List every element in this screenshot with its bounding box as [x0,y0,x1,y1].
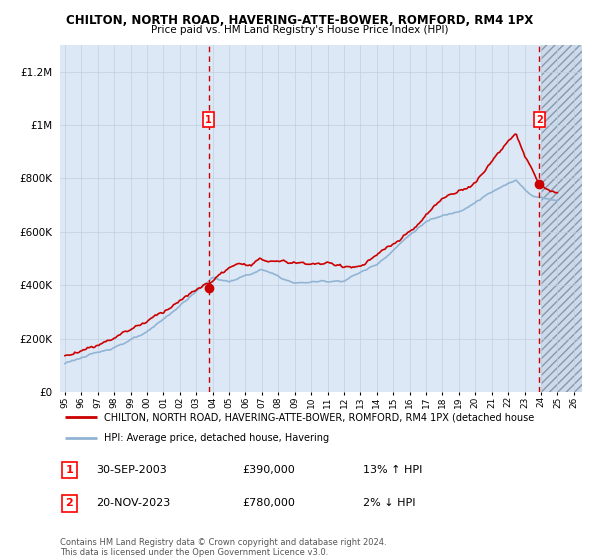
Text: 30-SEP-2003: 30-SEP-2003 [97,465,167,475]
Text: CHILTON, NORTH ROAD, HAVERING-ATTE-BOWER, ROMFORD, RM4 1PX (detached house: CHILTON, NORTH ROAD, HAVERING-ATTE-BOWER… [104,412,535,422]
Bar [541,45,590,392]
Text: 2: 2 [65,498,73,508]
Text: £780,000: £780,000 [242,498,296,508]
Text: CHILTON, NORTH ROAD, HAVERING-ATTE-BOWER, ROMFORD, RM4 1PX: CHILTON, NORTH ROAD, HAVERING-ATTE-BOWER… [67,14,533,27]
Text: 2: 2 [536,115,542,124]
Text: 20-NOV-2023: 20-NOV-2023 [97,498,171,508]
Text: 1: 1 [65,465,73,475]
Text: £390,000: £390,000 [242,465,295,475]
Text: HPI: Average price, detached house, Havering: HPI: Average price, detached house, Have… [104,433,329,444]
Text: 1: 1 [205,115,212,124]
Text: 2% ↓ HPI: 2% ↓ HPI [363,498,415,508]
Text: 13% ↑ HPI: 13% ↑ HPI [363,465,422,475]
Text: Price paid vs. HM Land Registry's House Price Index (HPI): Price paid vs. HM Land Registry's House … [151,25,449,35]
Text: Contains HM Land Registry data © Crown copyright and database right 2024.
This d: Contains HM Land Registry data © Crown c… [60,538,386,557]
